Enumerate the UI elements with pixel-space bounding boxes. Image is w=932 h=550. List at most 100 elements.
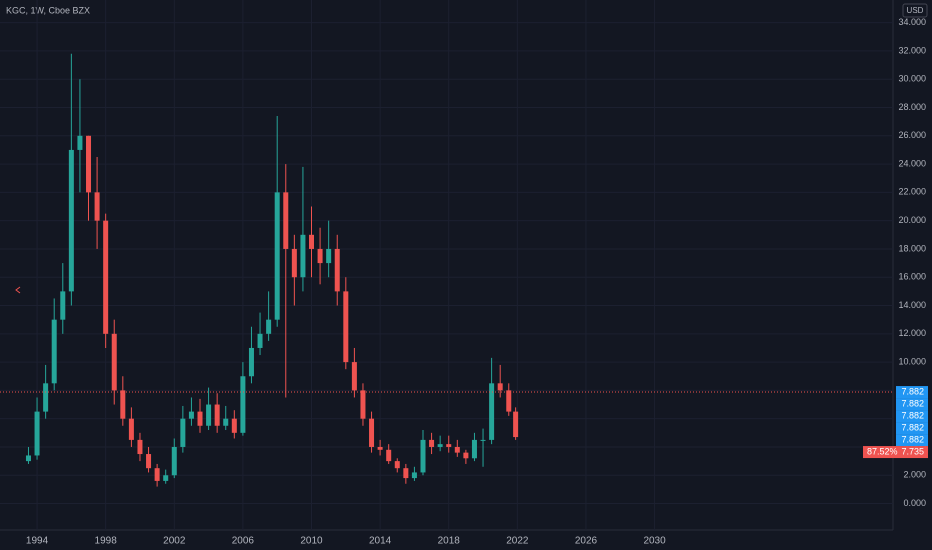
candle-body bbox=[223, 418, 229, 426]
candle-body bbox=[154, 468, 160, 481]
candle-body bbox=[386, 449, 392, 462]
y-tick-label: 14.000 bbox=[898, 300, 926, 310]
x-tick-label: 2002 bbox=[163, 536, 186, 547]
candle-body bbox=[120, 390, 126, 419]
x-tick-label: 2010 bbox=[300, 536, 323, 547]
price-label: 7.882 bbox=[901, 434, 924, 444]
x-tick-label: 2022 bbox=[506, 536, 529, 547]
candle-body bbox=[446, 444, 452, 447]
price-label-box bbox=[896, 434, 928, 447]
y-tick-label: 10.000 bbox=[898, 356, 926, 366]
candle-body bbox=[266, 319, 272, 334]
candle-body bbox=[420, 439, 426, 473]
candle-body bbox=[240, 376, 246, 433]
y-tick-label: 24.000 bbox=[898, 158, 926, 168]
candle-body bbox=[377, 446, 383, 450]
candle-body bbox=[34, 411, 40, 456]
price-label: 7.882 bbox=[901, 410, 924, 420]
candle-body bbox=[171, 446, 177, 476]
candle-body bbox=[206, 404, 212, 426]
candle-body bbox=[248, 347, 254, 377]
candle-body bbox=[77, 135, 83, 150]
candle-body bbox=[163, 475, 169, 481]
candle-body bbox=[480, 439, 486, 441]
candle-body bbox=[94, 192, 100, 221]
y-tick-label: 32.000 bbox=[898, 45, 926, 55]
candle-body bbox=[351, 362, 357, 391]
candle-body bbox=[257, 333, 263, 348]
candle-body bbox=[309, 234, 315, 249]
candle-body bbox=[489, 383, 495, 440]
candle-body bbox=[283, 192, 289, 249]
y-tick-label: 20.000 bbox=[898, 215, 926, 225]
x-tick-label: 2026 bbox=[575, 536, 598, 547]
candle-body bbox=[291, 248, 297, 278]
candle-body bbox=[274, 192, 280, 320]
candle-body bbox=[25, 455, 31, 462]
candle-body bbox=[369, 418, 375, 447]
candle-body bbox=[411, 472, 417, 479]
y-tick-label: 16.000 bbox=[898, 272, 926, 282]
x-tick-label: 2018 bbox=[438, 536, 461, 547]
y-tick-label: 0.000 bbox=[903, 498, 926, 508]
candle-body bbox=[394, 461, 400, 469]
x-tick-label: 1994 bbox=[26, 536, 49, 547]
candle-body bbox=[429, 439, 435, 447]
candle-body bbox=[68, 149, 74, 292]
candle-body bbox=[86, 135, 92, 193]
last-price: 7.735 bbox=[901, 446, 924, 456]
candle-body bbox=[231, 418, 237, 433]
price-label-box bbox=[896, 410, 928, 423]
candle-body bbox=[188, 411, 194, 419]
y-tick-label: 34.000 bbox=[898, 17, 926, 27]
y-tick-label: 26.000 bbox=[898, 130, 926, 140]
candle-body bbox=[403, 468, 409, 479]
price-label-box bbox=[896, 422, 928, 435]
candle-body bbox=[326, 248, 332, 264]
candle-body bbox=[43, 383, 49, 412]
y-tick-label: 12.000 bbox=[898, 328, 926, 338]
x-tick-label: 2030 bbox=[643, 536, 666, 547]
currency-box[interactable] bbox=[902, 3, 928, 18]
candle-body bbox=[343, 291, 349, 363]
price-label: 7.882 bbox=[901, 386, 924, 396]
price-label-box bbox=[896, 386, 928, 399]
candle-body bbox=[463, 452, 469, 459]
candle-body bbox=[214, 404, 220, 426]
x-tick-label: 2006 bbox=[232, 536, 255, 547]
y-tick-label: 2.000 bbox=[903, 470, 926, 480]
candle-body bbox=[146, 454, 152, 469]
y-tick-label: 18.000 bbox=[898, 243, 926, 253]
candle-body bbox=[506, 390, 512, 412]
last-label-box bbox=[863, 446, 928, 459]
last-change: 87.52% bbox=[867, 446, 898, 456]
candle-body bbox=[103, 220, 109, 334]
candle-body bbox=[471, 439, 477, 459]
y-tick-label: 30.000 bbox=[898, 74, 926, 84]
candle-body bbox=[360, 390, 366, 419]
currency[interactable]: USD bbox=[907, 6, 924, 15]
candle-body bbox=[437, 444, 443, 447]
candle-body bbox=[513, 411, 519, 438]
x-tick-label: 2014 bbox=[369, 536, 392, 547]
x-tick-label: 1998 bbox=[95, 536, 118, 547]
y-tick-label: 22.000 bbox=[898, 187, 926, 197]
candle-body bbox=[454, 446, 460, 453]
y-tick-label: 28.000 bbox=[898, 102, 926, 112]
price-label-box bbox=[896, 398, 928, 411]
price-label: 7.882 bbox=[901, 422, 924, 432]
candle-body bbox=[197, 411, 203, 426]
candle-body bbox=[60, 291, 66, 320]
candle-body bbox=[128, 418, 134, 440]
candle-body bbox=[111, 333, 117, 391]
candle-body bbox=[497, 383, 503, 391]
candle-body bbox=[51, 319, 57, 384]
candle-body bbox=[180, 418, 186, 447]
chart-title: KGC, 1W, Cboe BZX bbox=[6, 5, 90, 15]
price-label: 7.882 bbox=[901, 398, 924, 408]
candle-body bbox=[317, 248, 323, 264]
cursor-mark bbox=[15, 286, 21, 294]
